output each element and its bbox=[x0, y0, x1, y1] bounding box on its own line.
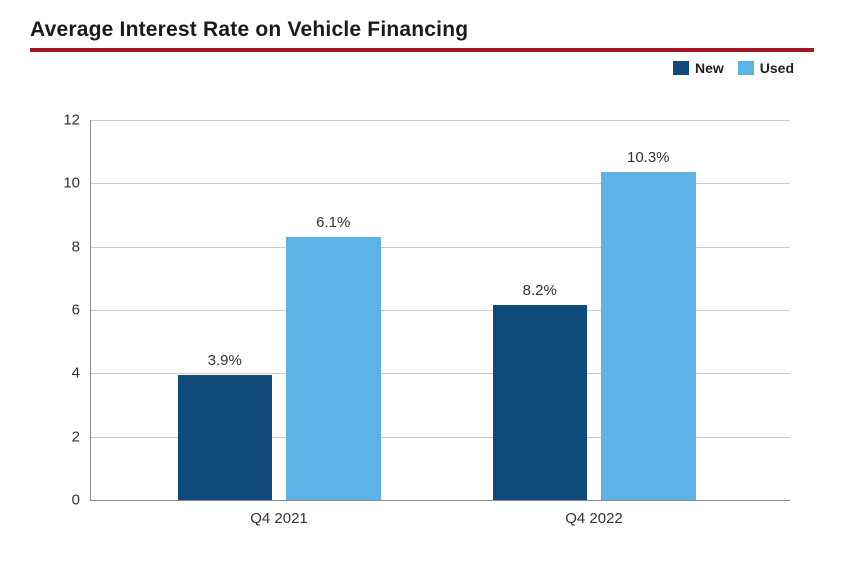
x-axis bbox=[90, 500, 790, 501]
legend-item: Used bbox=[738, 60, 794, 76]
chart-container: Average Interest Rate on Vehicle Financi… bbox=[0, 0, 854, 563]
bar bbox=[601, 172, 696, 500]
bar bbox=[286, 237, 381, 500]
y-tick-label: 12 bbox=[40, 112, 80, 129]
bar bbox=[493, 305, 588, 500]
bar-value-label: 8.2% bbox=[523, 282, 557, 299]
x-tick-label: Q4 2021 bbox=[250, 510, 308, 527]
title-underline bbox=[30, 48, 814, 52]
y-tick-label: 8 bbox=[40, 238, 80, 255]
plot-area: 024681012Q4 20213.9%6.1%Q4 20228.2%10.3% bbox=[90, 120, 790, 500]
y-tick-label: 10 bbox=[40, 175, 80, 192]
bar bbox=[178, 375, 273, 500]
y-tick-label: 6 bbox=[40, 302, 80, 319]
legend-swatch bbox=[673, 61, 689, 75]
legend-label: New bbox=[695, 60, 724, 76]
y-tick-label: 2 bbox=[40, 428, 80, 445]
x-tick-label: Q4 2022 bbox=[565, 510, 623, 527]
legend-swatch bbox=[738, 61, 754, 75]
y-tick-label: 4 bbox=[40, 365, 80, 382]
y-tick-label: 0 bbox=[40, 492, 80, 509]
bar-value-label: 6.1% bbox=[316, 214, 350, 231]
legend-item: New bbox=[673, 60, 724, 76]
gridline bbox=[90, 120, 790, 121]
y-axis bbox=[90, 120, 91, 500]
bar-value-label: 3.9% bbox=[208, 352, 242, 369]
chart-title: Average Interest Rate on Vehicle Financi… bbox=[30, 18, 814, 42]
legend: New Used bbox=[673, 60, 794, 76]
legend-label: Used bbox=[760, 60, 794, 76]
bar-value-label: 10.3% bbox=[627, 149, 670, 166]
